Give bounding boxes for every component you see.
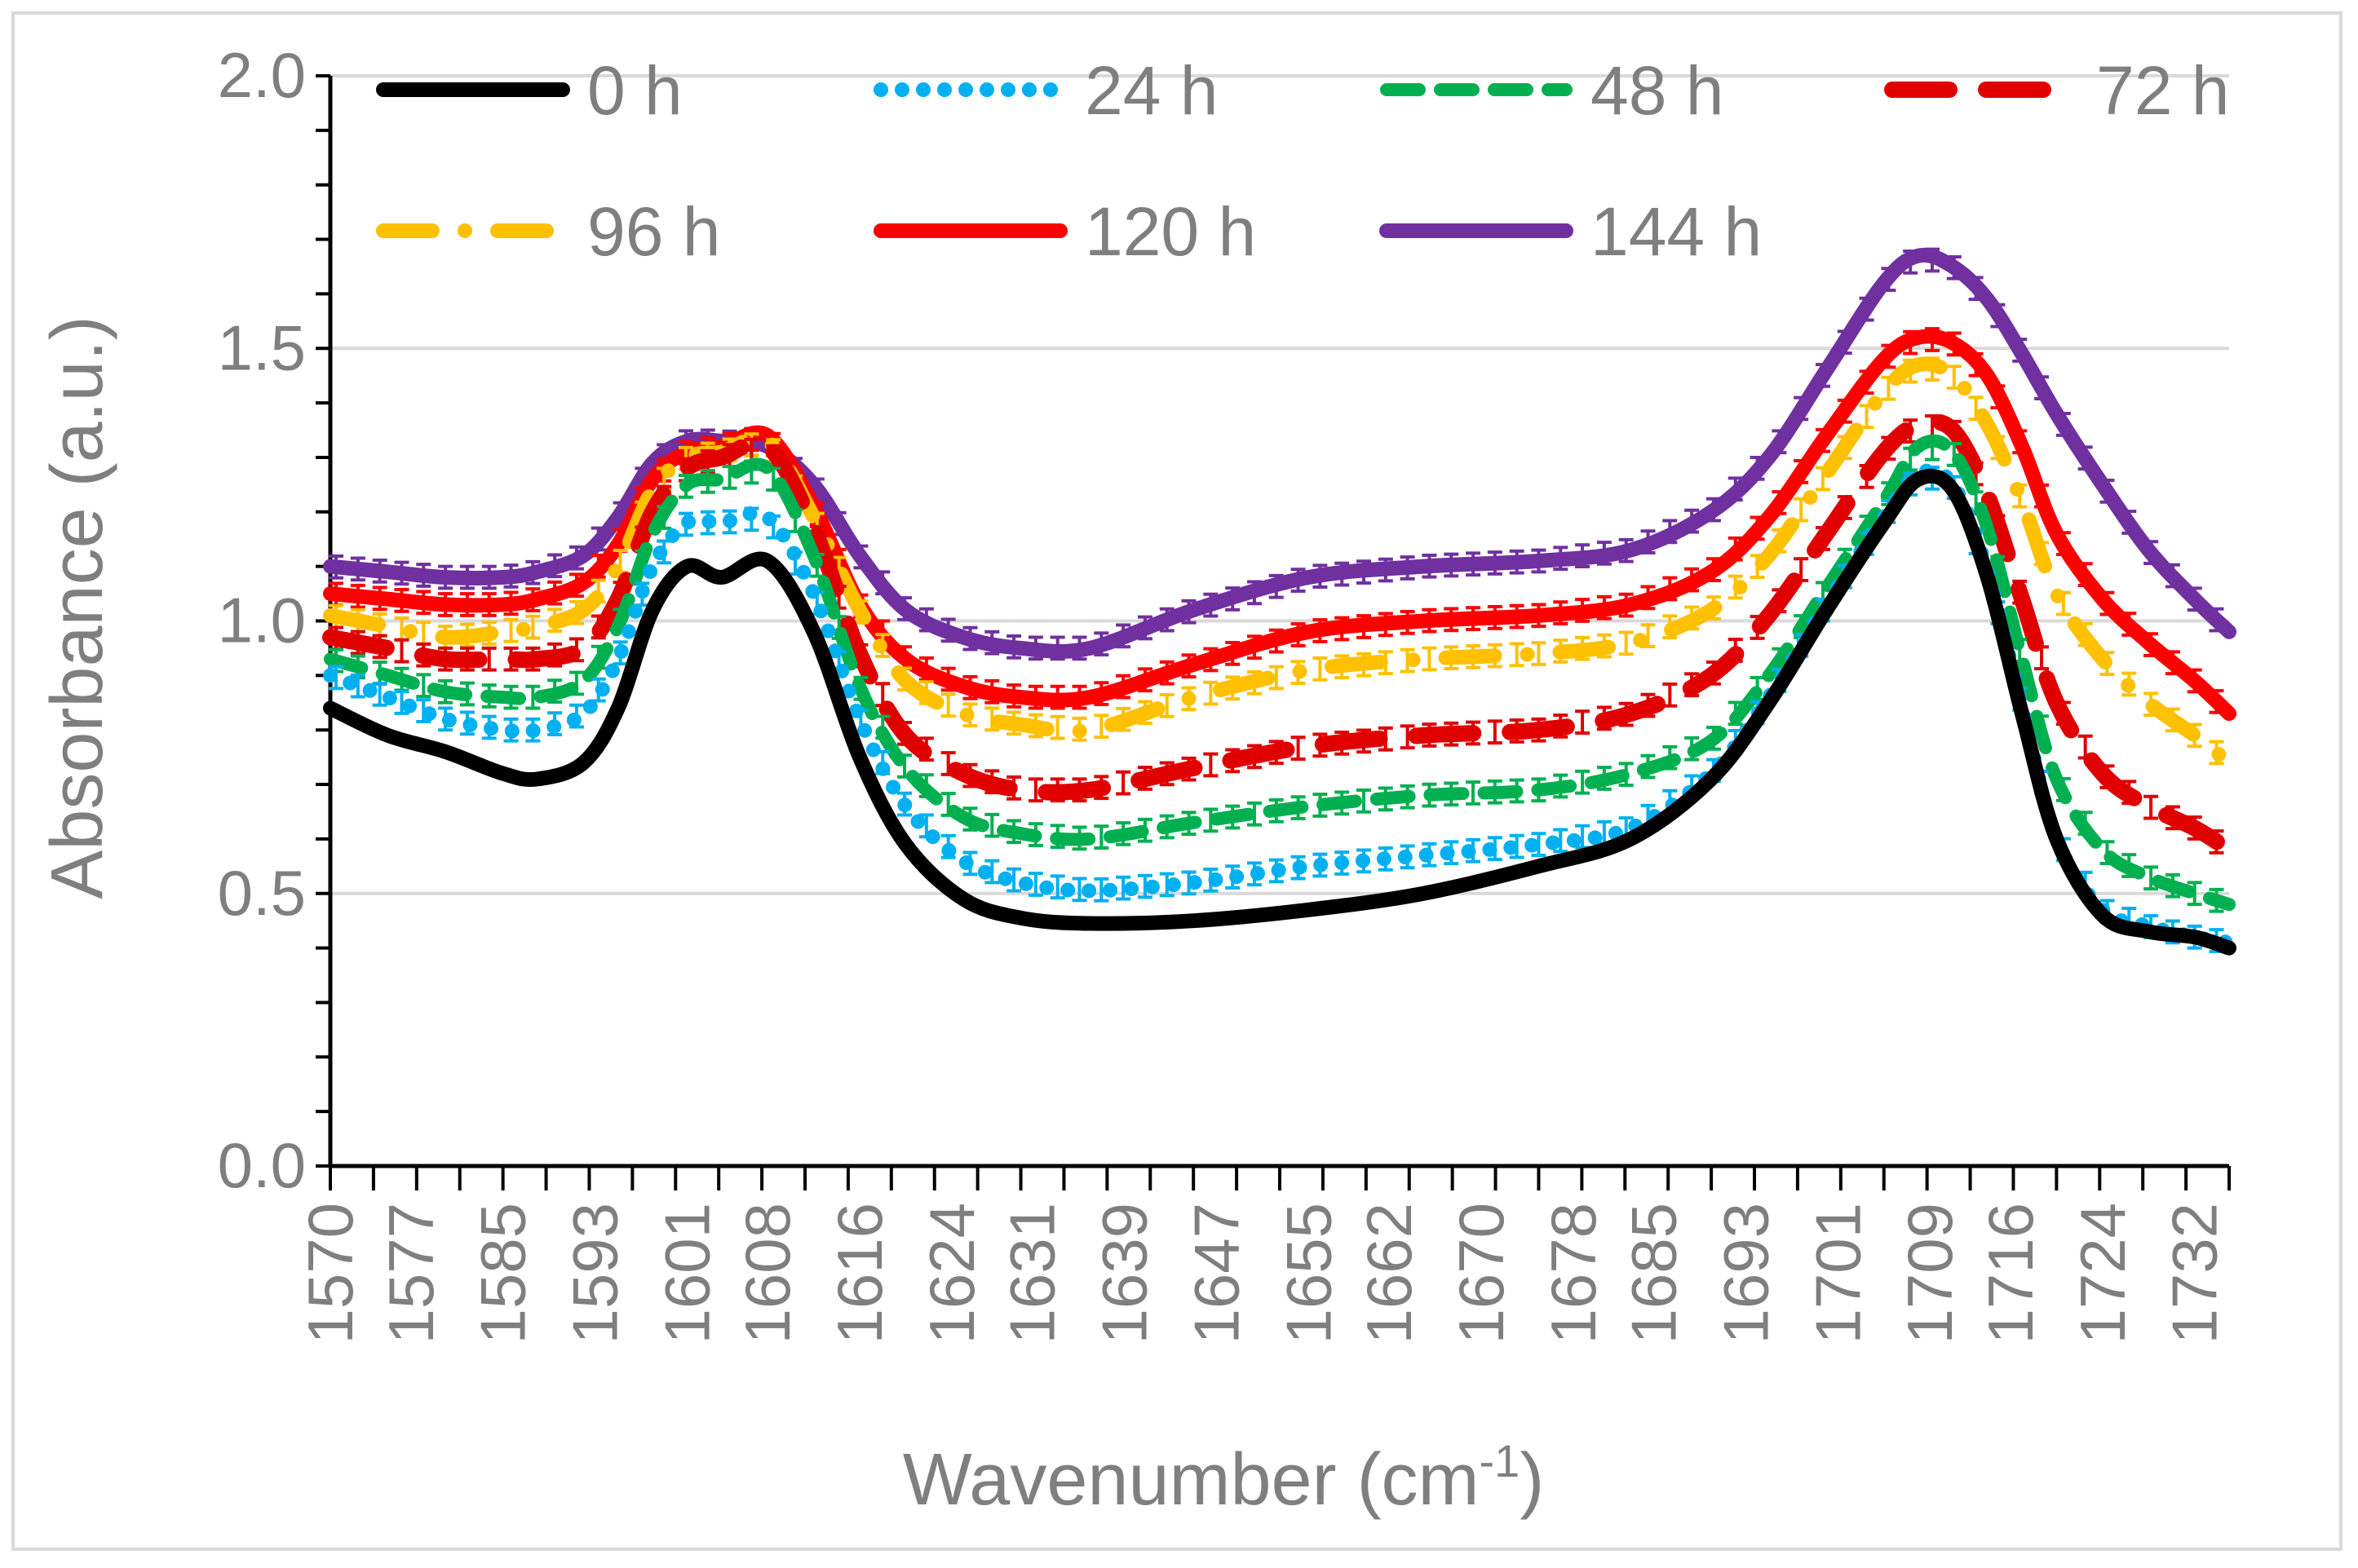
legend-item-72h: 72 h: [1884, 52, 2230, 129]
x-axis-title-close: ): [1520, 1439, 1544, 1521]
series-48h: [324, 434, 2236, 913]
legend-label-0h: 0 h: [587, 52, 683, 129]
y-axis-title: Absorbance (a.u.): [37, 316, 118, 899]
legend-item-24h: 24 h: [874, 52, 1219, 129]
legend-item-96h: 96 h: [376, 193, 721, 270]
x-tick-label: 1601: [651, 1203, 723, 1345]
y-tick-label: 1.0: [218, 585, 306, 656]
x-axis-title-text: Wavenumber (cm: [903, 1439, 1480, 1521]
legend-item-144h: 144 h: [1379, 193, 1762, 270]
legend-label-48h: 48 h: [1590, 52, 1724, 129]
y-tick-label: 1.5: [218, 311, 306, 383]
series-line-144h: [323, 247, 2236, 659]
legend-label-120h: 120 h: [1085, 193, 1256, 270]
series-line-48h: [324, 434, 2236, 912]
x-tick-label: 1678: [1537, 1203, 1609, 1345]
x-tick-label: 1631: [997, 1203, 1068, 1345]
y-tick-label: 0.0: [218, 1129, 306, 1201]
x-tick-label: 1593: [560, 1203, 631, 1345]
y-tick-label: 0.5: [218, 857, 306, 929]
series-72h: [322, 413, 2237, 859]
x-tick-label: 1616: [824, 1203, 896, 1345]
x-axis-title-superscript: -1: [1480, 1435, 1520, 1486]
x-tick-label: 1608: [732, 1203, 803, 1345]
series-144h: [323, 247, 2236, 661]
y-tick-label: 2.0: [218, 39, 306, 111]
x-tick-label: 1577: [375, 1203, 447, 1345]
legend-item-120h: 120 h: [874, 193, 1256, 270]
x-tick-label: 1655: [1272, 1203, 1344, 1345]
x-tick-label: 1639: [1089, 1203, 1161, 1345]
chart-frame: [11, 11, 2343, 1551]
x-tick-label: 1709: [1894, 1203, 1966, 1345]
x-tick-label: 1624: [916, 1203, 988, 1345]
legend: 0 h 24 h 48 h 72 h 96 h 120 h 144 h: [376, 52, 2230, 270]
legend-label-24h: 24 h: [1085, 52, 1219, 129]
x-tick-label: 1570: [294, 1203, 366, 1345]
series-96h: [323, 356, 2236, 771]
axes: 0.0 0.5 1.0 1.5 2.0 1570 1577 1585 1593 1601 1608 1…: [218, 39, 2231, 1345]
legend-item-48h: 48 h: [1380, 52, 1724, 129]
series-line-96h: [323, 356, 2236, 771]
x-tick-label: 1647: [1180, 1203, 1252, 1345]
x-tick-label: 1585: [467, 1203, 539, 1345]
legend-label-144h: 144 h: [1590, 193, 1762, 270]
x-tick-label: 1685: [1618, 1203, 1690, 1345]
legend-label-72h: 72 h: [2096, 52, 2230, 129]
series-group: [322, 247, 2237, 956]
series-line-72h: [322, 413, 2237, 859]
x-tick-label: 1716: [1975, 1203, 2046, 1345]
x-axis-title: Wavenumber (cm-1): [903, 1435, 1545, 1521]
series-line-0h: [323, 468, 2236, 956]
series-0h: [323, 468, 2236, 956]
legend-label-96h: 96 h: [587, 193, 721, 270]
x-tick-label: 1670: [1445, 1203, 1517, 1345]
x-tick-label: 1662: [1353, 1203, 1425, 1345]
x-tick-label: 1724: [2067, 1203, 2139, 1345]
x-tick-label: 1693: [1710, 1203, 1781, 1345]
x-tick-label: 1732: [2159, 1203, 2231, 1345]
x-tick-label: 1701: [1802, 1203, 1874, 1345]
legend-item-0h: 0 h: [376, 52, 683, 129]
